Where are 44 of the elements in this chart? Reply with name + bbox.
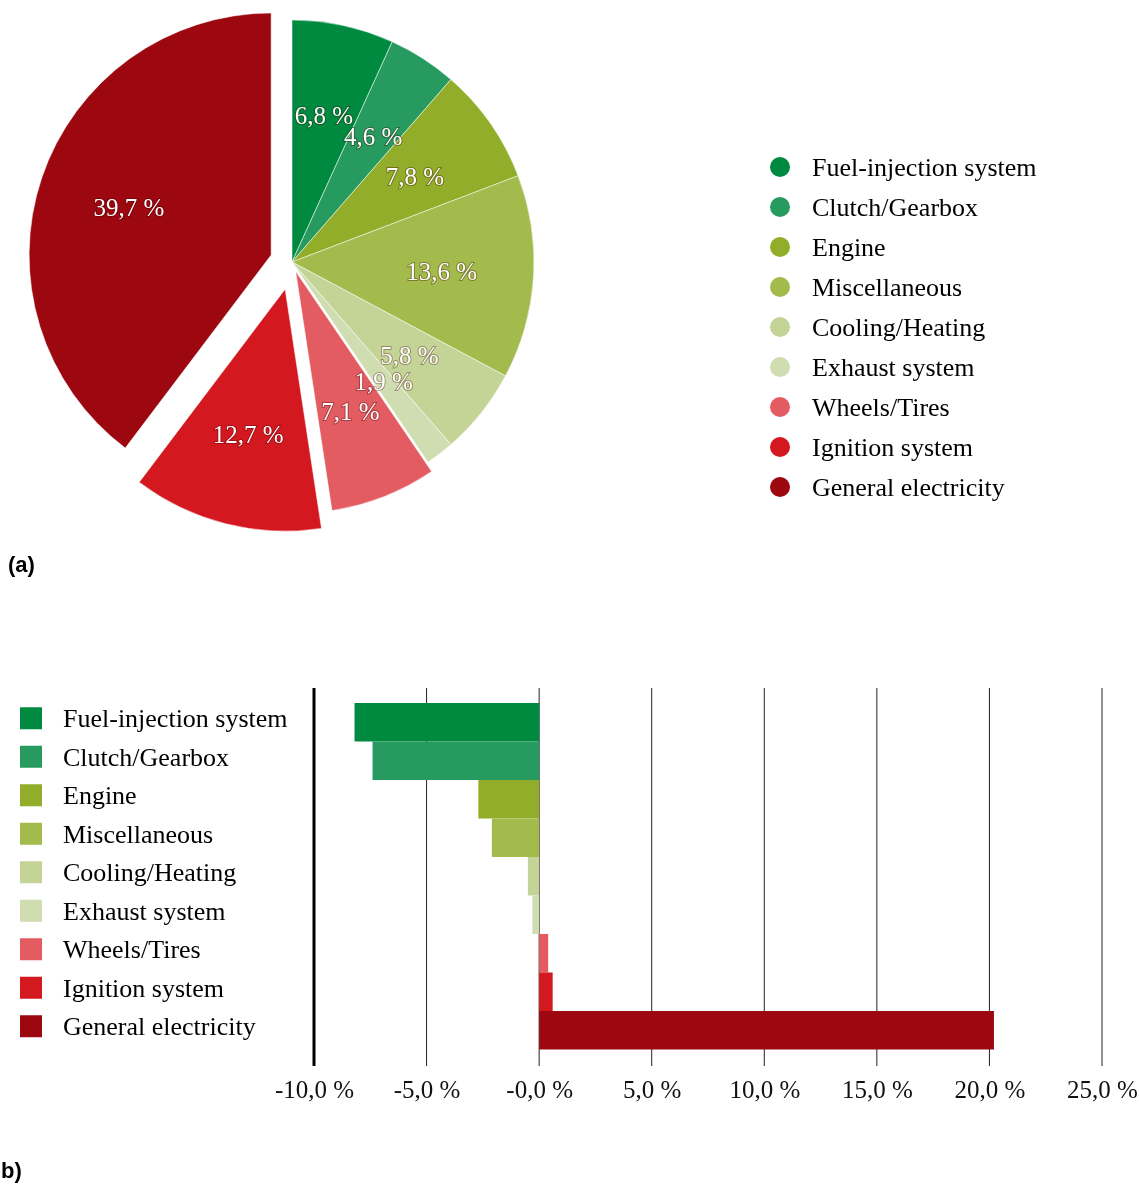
x-tick-label: 15,0 %	[841, 1075, 913, 1103]
y-tick-label: Cooling/Heating	[63, 858, 237, 888]
legend-label: Engine	[812, 233, 886, 263]
x-tick-label: 20,0 %	[954, 1075, 1026, 1103]
legend-label: Cooling/Heating	[812, 313, 986, 343]
data-label: 13,6 %	[406, 258, 478, 286]
x-tick-label: -5,0 %	[393, 1075, 461, 1103]
data-label: 39,7 %	[93, 194, 165, 222]
bar	[372, 741, 540, 780]
bar	[527, 857, 540, 896]
legend-label: Fuel-injection system	[812, 153, 1037, 183]
bar	[532, 895, 540, 934]
y-tick-label: Ignition system	[63, 973, 225, 1003]
x-tick-label: 25,0 %	[1067, 1075, 1138, 1103]
x-tick-label: 5,0 %	[623, 1075, 682, 1103]
legend-label: Exhaust system	[812, 353, 975, 383]
x-tick-label: 10,0 %	[729, 1075, 801, 1103]
y-tick-label: Clutch/Gearbox	[63, 742, 230, 772]
text: (a)	[8, 552, 35, 577]
y-tick-label: Miscellaneous	[63, 819, 214, 849]
data-label: 7,8 %	[385, 162, 445, 190]
y-tick-label: General electricity	[63, 1012, 256, 1042]
bar	[539, 934, 549, 973]
legend-label: Miscellaneous	[812, 273, 963, 303]
data-label: 7,1 %	[321, 397, 380, 425]
data-label: 12,7 %	[212, 421, 284, 449]
bar	[491, 818, 540, 857]
legend-label: Clutch/Gearbox	[812, 193, 979, 223]
y-tick-label: Wheels/Tires	[63, 935, 201, 965]
legend-label: General electricity	[812, 473, 1005, 503]
bar	[354, 703, 540, 742]
x-tick-label: -0,0 %	[506, 1075, 573, 1103]
text: b)	[1, 1158, 22, 1183]
bar	[539, 972, 553, 1011]
y-tick-label: Engine	[63, 781, 137, 811]
legend-label: Ignition system	[812, 433, 974, 463]
data-label: 5,8 %	[380, 342, 439, 370]
legend-label: Wheels/Tires	[812, 393, 950, 423]
y-tick-label: Exhaust system	[63, 896, 226, 926]
bar	[539, 1011, 994, 1050]
x-tick-label: -10,0 %	[274, 1075, 355, 1103]
bar	[478, 780, 540, 819]
data-label: 1,9 %	[354, 367, 413, 395]
y-tick-label: Fuel-injection system	[63, 704, 288, 734]
